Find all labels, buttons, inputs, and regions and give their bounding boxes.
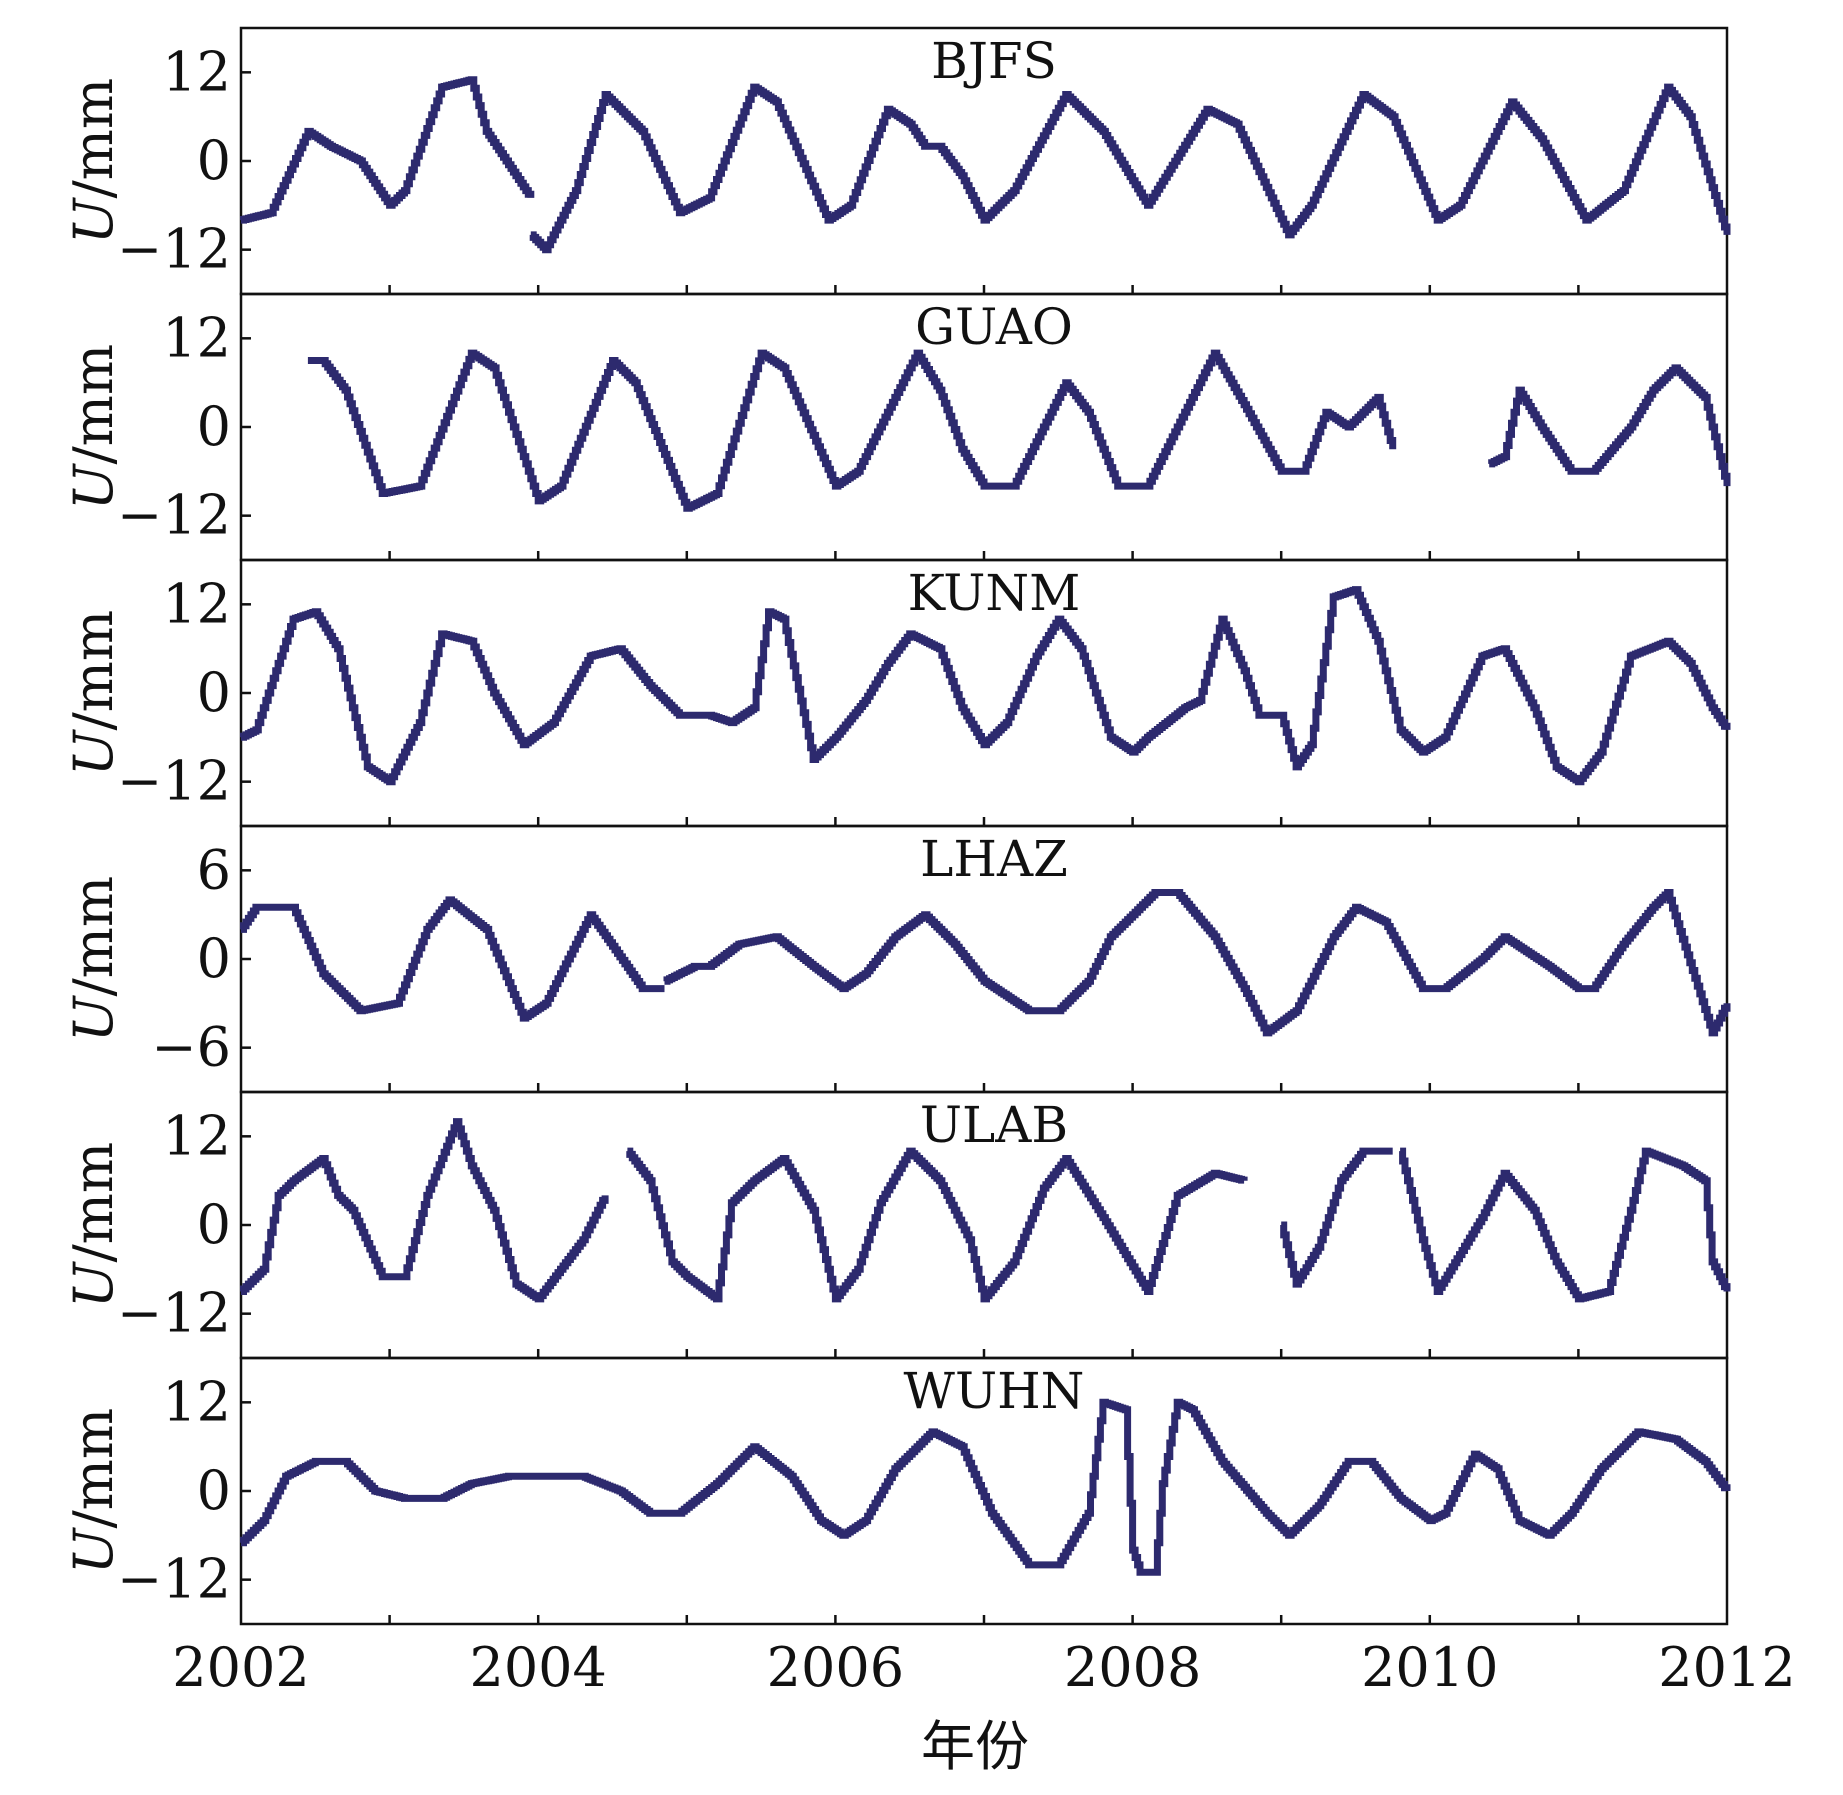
y-tick-label: 12 (162, 40, 231, 103)
x-tick-label: 2012 (1658, 1636, 1795, 1699)
y-tick-label: 12 (162, 572, 231, 635)
y-tick-label: 12 (162, 1104, 231, 1167)
series-line (240, 1398, 1731, 1576)
x-tick-label: 2002 (172, 1636, 309, 1699)
y-tick-label: 0 (197, 1459, 231, 1522)
series-line (240, 586, 1731, 786)
y-tick-label: 12 (162, 1370, 231, 1433)
panel-title: WUHN (904, 1362, 1085, 1420)
x-axis-title: 年份 (921, 1715, 1029, 1778)
y-tick-label: −12 (117, 750, 231, 813)
y-tick-label: 0 (197, 395, 231, 458)
y-axis-title: U/mm (62, 610, 125, 776)
y-tick-label: −6 (151, 1016, 231, 1079)
y-axis-title: U/mm (62, 344, 125, 510)
y-axis-title: U/mm (62, 876, 125, 1042)
series-line (307, 349, 1397, 512)
series-line (240, 76, 535, 224)
y-tick-label: −12 (117, 484, 231, 547)
x-tick-label: 2006 (767, 1636, 904, 1699)
y-axis-title: U/mm (62, 1408, 125, 1574)
y-tick-label: −12 (117, 1548, 231, 1611)
y-tick-label: 0 (197, 129, 231, 192)
x-axis: 2002 2004 2006 2008 2010 2012 (172, 1636, 1795, 1699)
panel-wuhn: 12 0 −12U/mm WUHN (62, 1356, 1731, 1626)
y-tick-label: 0 (197, 1193, 231, 1256)
series-line (663, 889, 1731, 1037)
series-line (1280, 1147, 1393, 1288)
y-axis-title: U/mm (62, 78, 125, 244)
y-axis-title: U/mm (62, 1142, 125, 1308)
panel-title: BJFS (931, 32, 1057, 90)
panels: 120−12U/mmBJFS120−12U/mmGUAO120−12U/mmKU… (62, 26, 1731, 1626)
panel-bjfs: 12 0 −12U/mm BJFS (62, 26, 1731, 296)
y-tick-label: −12 (117, 218, 231, 281)
panel-guao: 12 0 −12U/mm GUAO (62, 292, 1731, 562)
y-tick-label: 0 (197, 661, 231, 724)
y-tick-label: 0 (197, 927, 231, 990)
series-line (1399, 1147, 1731, 1303)
panel-ulab: 12 0 −12U/mm ULAB (62, 1090, 1731, 1360)
x-tick-label: 2004 (469, 1636, 606, 1699)
panel-kunm: 12 0 −12U/mm KUNM (62, 558, 1731, 828)
panel-title: GUAO (915, 298, 1073, 356)
series-line (240, 896, 665, 1022)
panel-lhaz: 6 0 −6 U/mm LHAZ (62, 824, 1731, 1094)
series-line (240, 1118, 609, 1303)
panel-title: ULAB (920, 1096, 1068, 1154)
panel-title: KUNM (908, 564, 1081, 622)
panel-title: LHAZ (920, 830, 1068, 888)
x-tick-label: 2010 (1361, 1636, 1498, 1699)
series-line (626, 1147, 1248, 1303)
series-line (529, 83, 1731, 254)
series-line (1488, 364, 1731, 487)
y-tick-label: 12 (162, 306, 231, 369)
x-tick-label: 2008 (1064, 1636, 1201, 1699)
y-tick-label: −12 (117, 1282, 231, 1345)
y-tick-label: 6 (197, 838, 231, 901)
